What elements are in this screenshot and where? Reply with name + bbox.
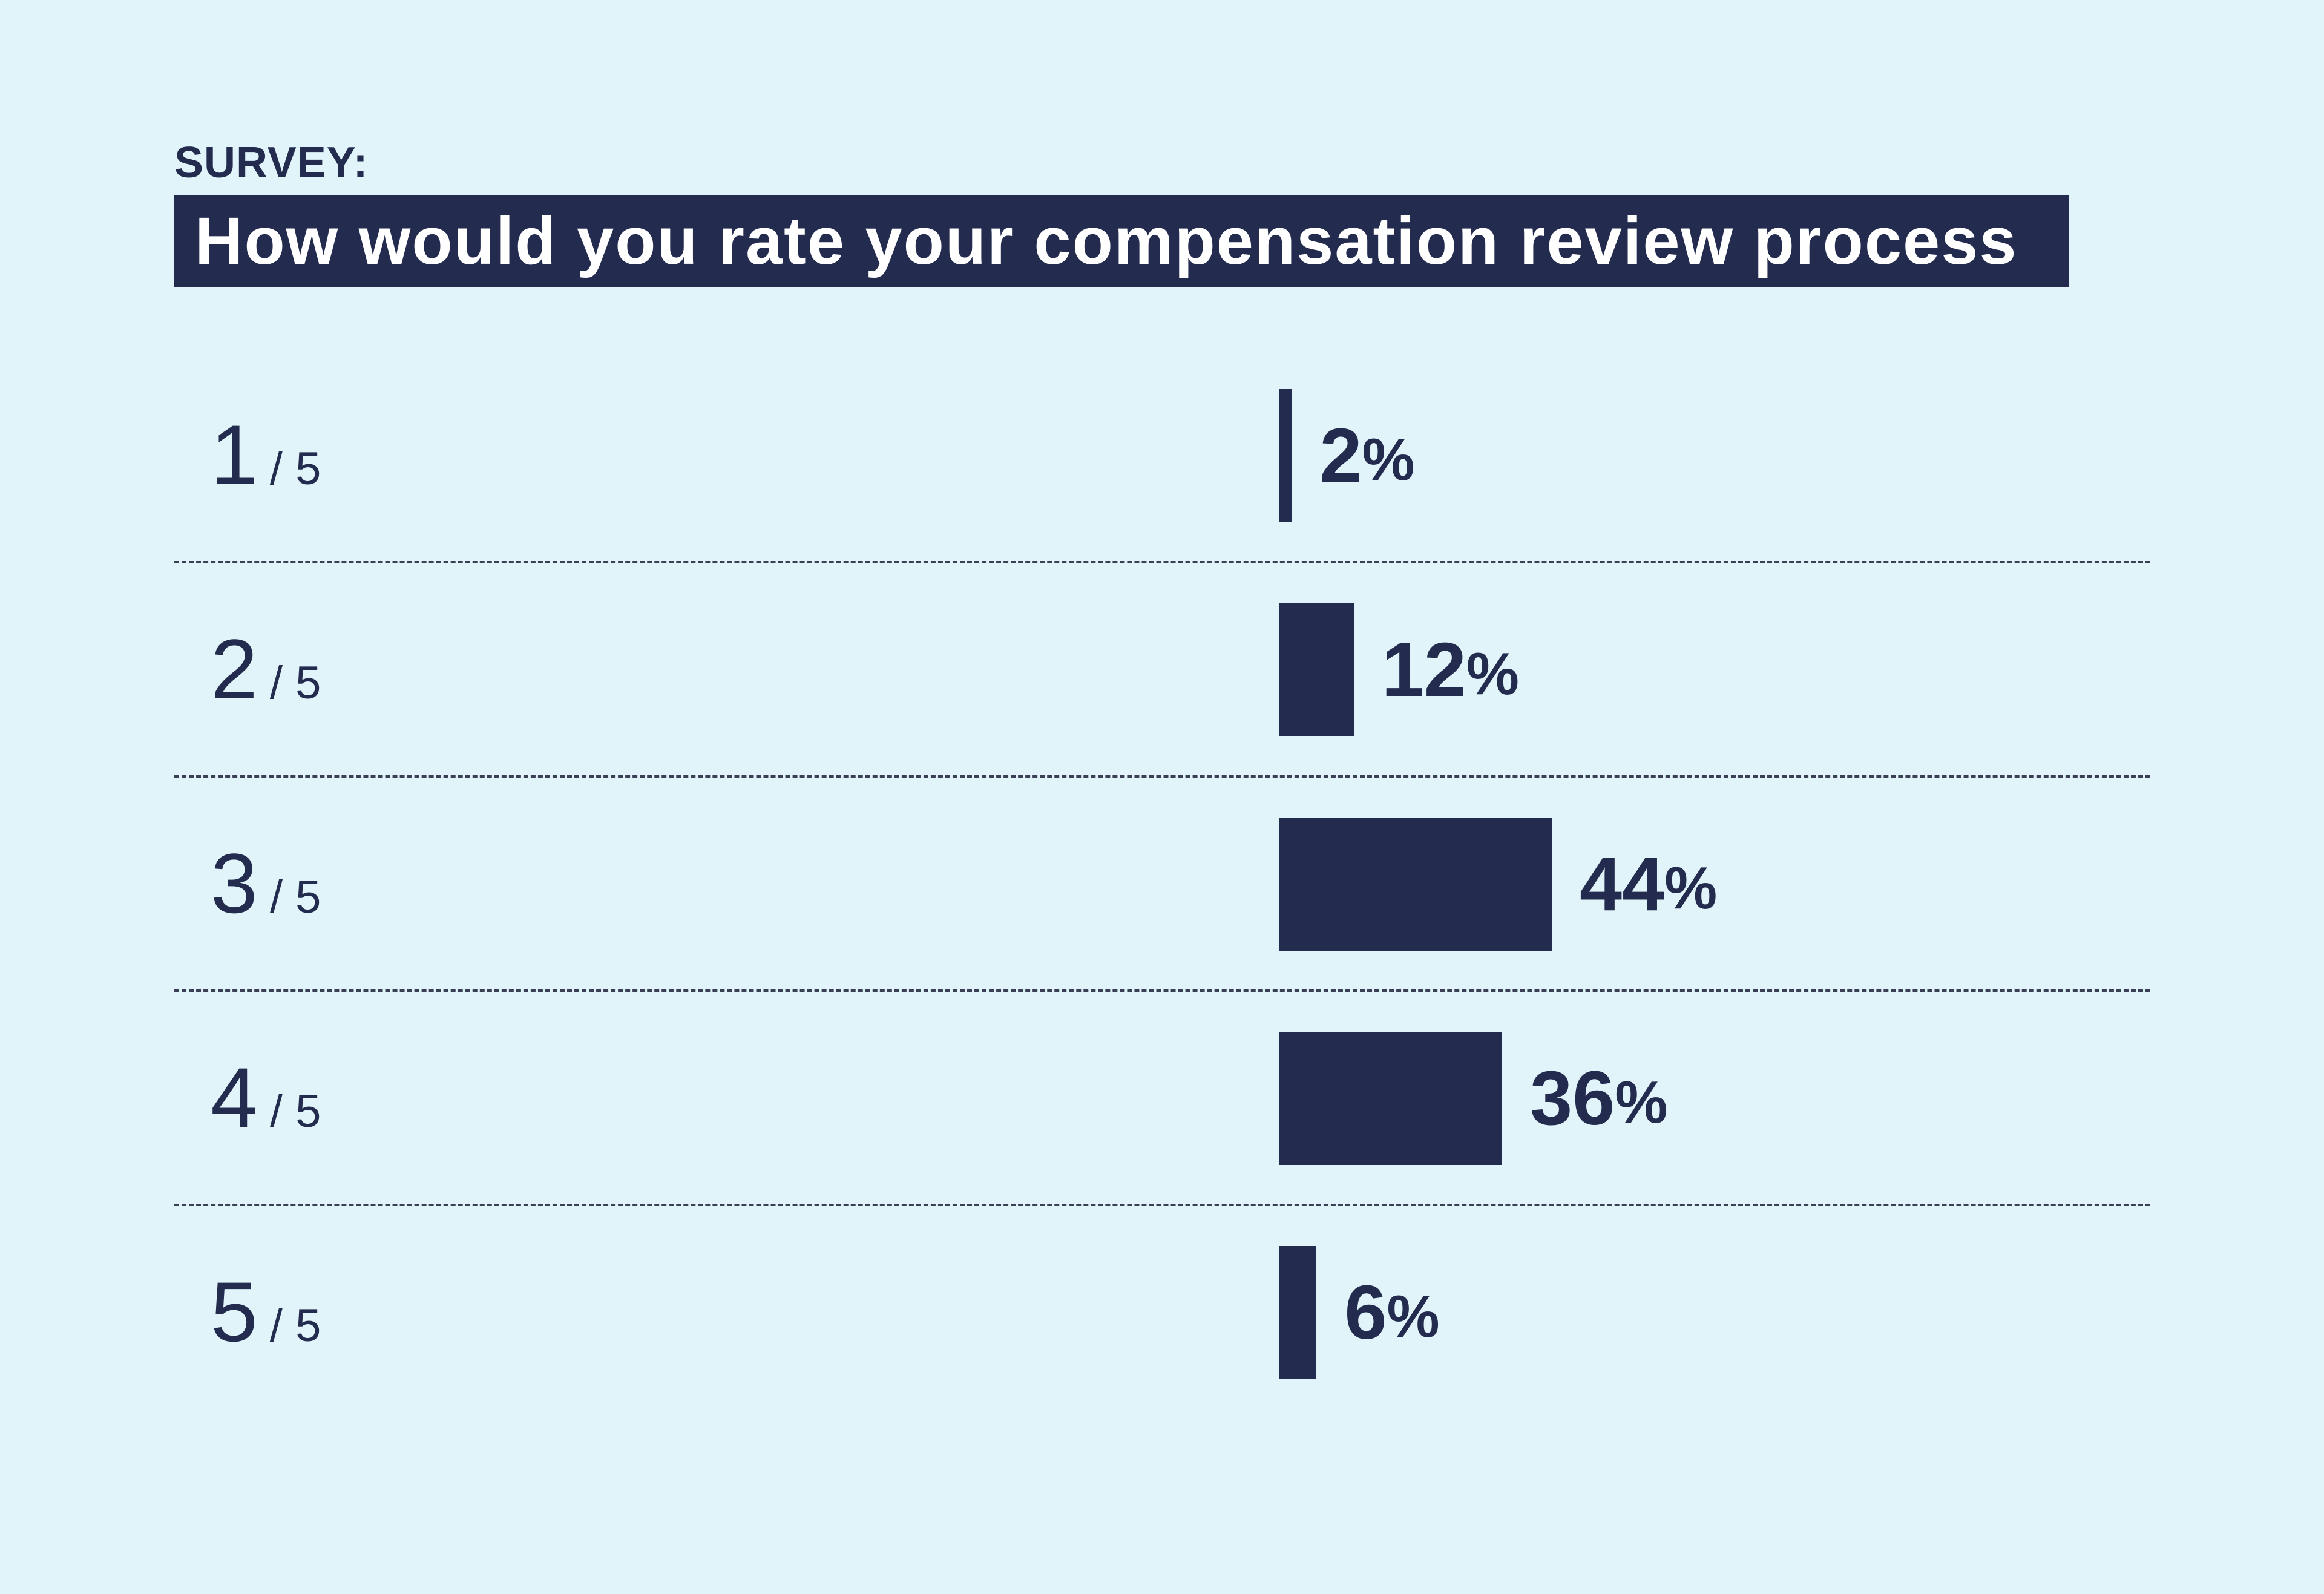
rating-label: 2/ 5 <box>211 563 321 775</box>
bar-1 <box>1279 389 1292 522</box>
value-number: 44 <box>1580 841 1665 927</box>
value-label: 36% <box>1530 992 1667 1204</box>
value-number: 2 <box>1319 412 1362 498</box>
rating-scale: / 5 <box>269 1085 321 1137</box>
rating-label: 4/ 5 <box>211 992 321 1204</box>
rating-number: 4 <box>211 1050 258 1145</box>
bar-3 <box>1279 818 1552 951</box>
percent-sign: % <box>1664 854 1718 921</box>
rating-number: 2 <box>211 622 258 717</box>
value-number: 6 <box>1344 1269 1387 1355</box>
chart-row: 5/ 5 6% <box>174 1206 2150 1420</box>
rating-number: 1 <box>211 407 258 502</box>
percent-sign: % <box>1387 1282 1440 1350</box>
rating-label: 5/ 5 <box>211 1206 321 1418</box>
chart-title: How would you rate your compensation rev… <box>195 203 2018 278</box>
bar-4 <box>1279 1032 1503 1165</box>
value-label: 44% <box>1580 778 1717 989</box>
percent-sign: % <box>1362 425 1415 493</box>
value-number: 36 <box>1530 1055 1615 1141</box>
percent-sign: % <box>1466 640 1520 707</box>
rating-scale: / 5 <box>269 1299 321 1351</box>
chart-rows: 1/ 5 2% 2/ 5 12% 3/ 5 44% 4/ 5 36% 5/ 5 6% <box>174 349 2150 1420</box>
bar-2 <box>1279 603 1354 736</box>
chart-row: 2/ 5 12% <box>174 563 2150 778</box>
chart-row: 4/ 5 36% <box>174 992 2150 1206</box>
survey-eyebrow: SURVEY: <box>174 139 369 187</box>
rating-label: 1/ 5 <box>211 349 321 561</box>
chart-row: 1/ 5 2% <box>174 349 2150 563</box>
value-label: 12% <box>1382 563 1519 775</box>
chart-row: 3/ 5 44% <box>174 778 2150 992</box>
rating-number: 3 <box>211 836 258 931</box>
percent-sign: % <box>1615 1068 1668 1135</box>
value-label: 6% <box>1344 1206 1439 1418</box>
rating-label: 3/ 5 <box>211 778 321 989</box>
rating-scale: / 5 <box>269 442 321 494</box>
rating-scale: / 5 <box>269 657 321 709</box>
rating-number: 5 <box>211 1264 258 1359</box>
title-banner: How would you rate your compensation rev… <box>174 195 2069 287</box>
bar-5 <box>1279 1246 1317 1379</box>
rating-scale: / 5 <box>269 871 321 923</box>
value-number: 12 <box>1381 626 1466 712</box>
value-label: 2% <box>1319 349 1414 561</box>
